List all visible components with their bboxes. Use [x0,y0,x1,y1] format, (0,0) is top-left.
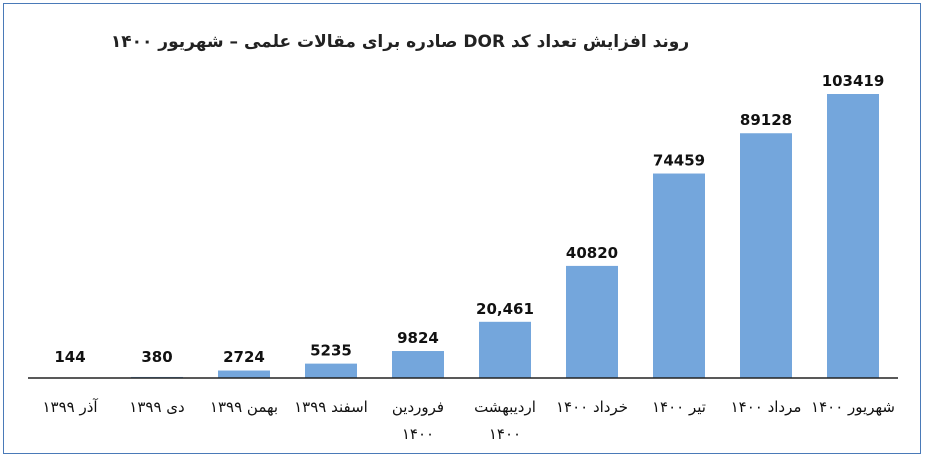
bar-8 [740,133,792,378]
tick-label-5-0: اردیبهشت [474,398,536,416]
tick-label-4-1: ۱۴۰۰ [402,425,434,443]
tick-label-4-0: فروردین [392,398,444,416]
data-label-2: 2724 [223,348,265,366]
bar-7 [653,173,705,378]
bar-6 [566,265,618,378]
tick-label-5-1: ۱۴۰۰ [489,425,521,443]
bar-5 [479,321,531,378]
tick-label-9-0: شهریور ۱۴۰۰ [811,398,895,416]
tick-label-2-0: بهمن ۱۳۹۹ [210,398,278,416]
bar-2 [218,370,270,378]
category-labels-group: آذر ۱۳۹۹ دی ۱۳۹۹ بهمن ۱۳۹۹ اسفند ۱۳۹۹ فروردی… [42,398,895,443]
tick-label-6-0: خرداد ۱۴۰۰ [556,398,628,416]
tick-label-7-0: تیر ۱۴۰۰ [652,398,706,416]
data-label-6: 40820 [566,244,618,262]
data-label-3: 5235 [310,342,352,360]
bar-9 [827,94,879,378]
data-label-0: 144 [54,348,85,366]
bar-3 [305,363,357,378]
tick-label-3-0: اسفند ۱۳۹۹ [294,398,368,416]
tick-label-8-0: مرداد ۱۴۰۰ [731,398,802,416]
bars-group [44,94,879,378]
tick-label-0-0: آذر ۱۳۹۹ [42,398,98,416]
data-label-9: 103419 [822,72,885,90]
data-label-4: 9824 [397,329,439,347]
chart-title: روند افزایش تعداد کد DOR صادره برای مقال… [111,32,689,52]
value-labels-group: 144 380 2724 5235 9824 20,461 40820 74459 89128 1… [54,72,884,366]
data-label-5: 20,461 [476,300,534,318]
data-label-1: 380 [141,348,172,366]
bar-4 [392,351,444,378]
tick-label-1-0: دی ۱۳۹۹ [129,398,184,416]
data-label-7: 74459 [653,152,705,170]
data-label-8: 89128 [740,111,792,129]
